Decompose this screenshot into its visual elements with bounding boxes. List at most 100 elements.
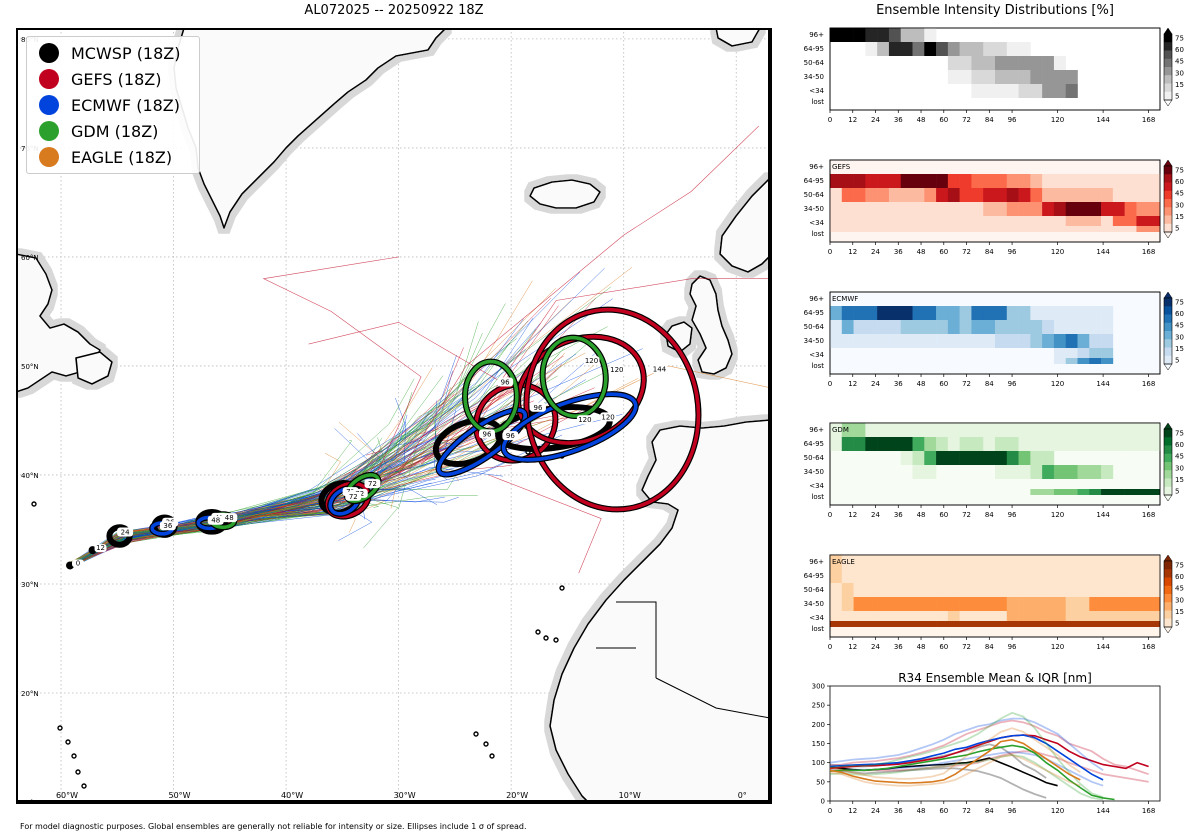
heatmap-cell (936, 423, 949, 437)
heatmap-cell (1065, 465, 1078, 479)
heatmap-cell (1136, 621, 1149, 627)
heatmap-cell (1089, 174, 1102, 188)
r34-x-tick: 12 (848, 807, 857, 815)
heatmap-cell (853, 306, 866, 320)
hour-label-bg (651, 364, 668, 374)
heatmap-cell (1006, 70, 1019, 84)
heatmap-cell (947, 583, 960, 597)
colorbar-segment (1164, 470, 1172, 479)
heatmap-x-tick: 60 (939, 248, 948, 256)
caribbean-island (65, 739, 71, 745)
heatmap-cell (1018, 423, 1031, 437)
heatmap-cell (1042, 583, 1055, 597)
heatmap-cell (983, 320, 996, 334)
colorbar-tick: 45 (1175, 190, 1184, 198)
heatmap-cell (1089, 202, 1102, 216)
heatmap-x-tick: 24 (871, 380, 880, 388)
colorbar-segment (1164, 429, 1172, 438)
heatmap-cell (1018, 334, 1031, 348)
heatmap-x-tick: 12 (848, 116, 857, 124)
heatmap-cell (959, 42, 972, 56)
heatmap-x-tick: 48 (917, 643, 926, 651)
heatmap-cell (1136, 437, 1149, 451)
colorbar-tick: 45 (1175, 585, 1184, 593)
heatmap-cell (1006, 621, 1019, 627)
heatmap-x-tick: 48 (917, 248, 926, 256)
heatmap-cell (888, 583, 902, 597)
heatmap-cell (853, 226, 866, 232)
heatmap-y-tick: lost (811, 98, 824, 106)
hour-label: 0 (76, 559, 80, 567)
canary-island (543, 635, 549, 641)
heatmap-cell (1018, 56, 1031, 70)
legend-dot (39, 147, 59, 167)
heatmap-cell (1089, 320, 1102, 334)
gefs-intensity-heatmap: 96+ 64-95 50-64 34-50 <34 lost GEFS 0 12 24 36 48 60… (804, 159, 1184, 256)
heatmap-cell (971, 188, 984, 202)
heatmap-cell (1042, 320, 1055, 334)
colorbar-tick: 15 (1175, 213, 1184, 221)
heatmap-cell (983, 84, 996, 98)
colorbar-segment (1164, 331, 1172, 340)
r34-x-tick: 72 (962, 807, 971, 815)
heatmap-cell (971, 569, 984, 583)
heatmap-cell (971, 320, 984, 334)
colorbar-segment (1164, 223, 1172, 233)
heatmap-cell (1065, 334, 1078, 348)
heatmap-cell (1006, 334, 1019, 348)
heatmap-cell (865, 174, 878, 188)
heatmap-cell (1077, 597, 1090, 611)
heatmap-x-tick: 96 (1008, 116, 1017, 124)
heatmap-cell (983, 555, 996, 569)
heatmap-cell (888, 423, 902, 437)
heatmap-cell (1018, 437, 1031, 451)
heatmap-cell (865, 320, 878, 334)
heatmap-y-tick: lost (811, 230, 824, 238)
r34-x-tick: 24 (871, 807, 880, 815)
heatmap-cell (912, 597, 925, 611)
heatmap-y-tick: <34 (809, 351, 824, 359)
hour-label-bg (576, 415, 593, 425)
heatmap-cell (912, 583, 925, 597)
colorbar-tick: 75 (1175, 167, 1184, 175)
colorbar-min-arrow (1163, 494, 1173, 502)
heatmap-cell (865, 188, 878, 202)
heatmap-cell (1065, 306, 1078, 320)
heatmap-cell (1065, 320, 1078, 334)
heatmap-cell (1089, 188, 1102, 202)
heatmap-cell (1089, 226, 1102, 232)
heatmap-cell (1065, 84, 1078, 98)
hour-label-bg (608, 364, 625, 374)
cape-verde-island (473, 731, 479, 737)
caribbean-island (75, 769, 81, 775)
colorbar-segment (1164, 610, 1172, 620)
heatmap-cell (983, 569, 996, 583)
heatmap-x-tick: 60 (939, 116, 948, 124)
heatmap-model-label: EAGLE (832, 558, 855, 566)
heatmap-cell (877, 306, 890, 320)
heatmap-cell (1018, 597, 1031, 611)
colorbar-segment (1164, 437, 1172, 446)
heatmap-cell (995, 597, 1008, 611)
heatmap-cell (888, 621, 902, 627)
r34-y-tick: 50 (816, 778, 825, 786)
colorbar-tick: 30 (1175, 201, 1184, 209)
heatmap-x-tick: 0 (828, 248, 832, 256)
heatmap-x-tick: 120 (1051, 116, 1064, 124)
heatmap-cell (1006, 569, 1019, 583)
heatmap-cell (830, 597, 843, 611)
heatmap-cell (888, 188, 902, 202)
colorbar-segment (1164, 207, 1172, 216)
lon-tick-label: 10°W (619, 791, 641, 800)
ellipse-ecmwf-96 (435, 407, 529, 478)
heatmap-cell (865, 42, 878, 56)
hour-label: 96 (506, 432, 515, 440)
heatmap-cell (1101, 306, 1114, 320)
heatmap-cell (947, 226, 960, 232)
heatmap-cell (1018, 306, 1031, 320)
heatmap-cell (1124, 597, 1137, 611)
heatmap-cell (959, 597, 972, 611)
heatmap-y-tick: 34-50 (804, 205, 824, 213)
heatmap-y-tick: 50-64 (804, 323, 825, 331)
r34-series-line (829, 754, 1104, 801)
